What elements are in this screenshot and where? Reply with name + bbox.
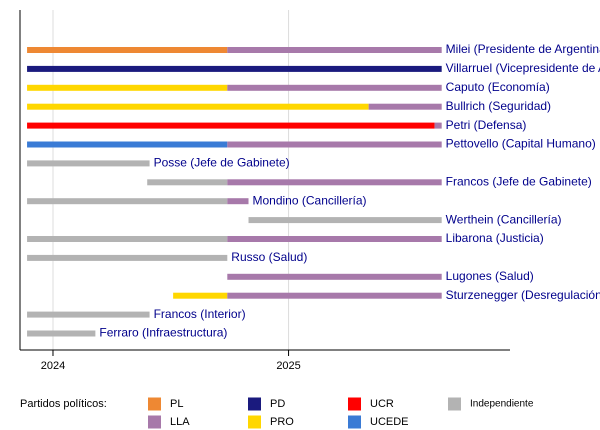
legend-swatch [248, 397, 261, 411]
row-label: Werthein (Cancillería) [446, 212, 562, 226]
row-label: Milei (Presidente de Argentina) [446, 42, 600, 56]
legend-label: UCR [370, 398, 394, 410]
timeline-bar [434, 122, 442, 129]
timeline-bar [27, 65, 442, 72]
x-tick-label: 2025 [276, 360, 300, 372]
row-label: Posse (Jefe de Gabinete) [154, 156, 290, 170]
row-label: Bullrich (Seguridad) [446, 99, 551, 113]
timeline-bar [227, 47, 442, 53]
row-label: Sturzenegger (Desregulación) [446, 288, 600, 302]
timeline-bar [27, 103, 369, 110]
legend-label: PRO [270, 416, 294, 428]
timeline-bar [227, 84, 442, 91]
timeline-bar [27, 236, 228, 242]
timeline-bar [227, 273, 442, 280]
legend-title: Partidos políticos: [20, 398, 107, 410]
row-label: Francos (Jefe de Gabinete) [446, 174, 592, 188]
timeline-bar [227, 179, 442, 186]
row-label: Villarruel (Vicepresidente de Argentina) [446, 61, 600, 75]
timeline-bar [227, 141, 442, 148]
row-label: Lugones (Salud) [446, 269, 534, 283]
legend-swatch [448, 397, 461, 411]
timeline-bar [27, 254, 228, 261]
timeline-bar [27, 141, 228, 148]
row-label: Libarona (Justicia) [446, 231, 544, 245]
row-label: Mondino (Cancillería) [253, 193, 367, 207]
row-label: Russo (Salud) [231, 250, 307, 264]
timeline-bar [227, 198, 249, 205]
timeline-bar [27, 311, 150, 318]
timeline-bar [27, 160, 150, 167]
legend-swatch [348, 415, 361, 429]
timeline-bar [27, 84, 228, 91]
timeline-bar [27, 198, 228, 205]
legend-swatch [248, 415, 261, 429]
legend-swatch [148, 415, 161, 429]
legend-label: Independiente [470, 399, 534, 410]
row-label: Ferraro (Infraestructura) [99, 326, 227, 340]
x-tick-label: 2024 [41, 360, 65, 372]
legend-swatch [148, 397, 161, 411]
timeline-bar [27, 47, 228, 53]
row-label: Francos (Interior) [154, 307, 246, 321]
legend-label: LLA [170, 416, 190, 428]
timeline-bar [147, 179, 228, 186]
timeline-bar [173, 292, 228, 299]
legend-label: PL [170, 398, 183, 410]
timeline-bar [27, 122, 435, 129]
timeline-bar [227, 292, 442, 299]
timeline-bar [368, 103, 442, 110]
row-label: Pettovello (Capital Humano) [446, 137, 596, 151]
legend-label: PD [270, 398, 285, 410]
row-label: Petri (Defensa) [446, 118, 527, 132]
timeline-bar [227, 236, 442, 242]
legend-label: UCEDE [370, 416, 409, 428]
legend-swatch [348, 397, 361, 411]
timeline-bar [27, 330, 96, 337]
timeline-bar [248, 217, 442, 224]
row-label: Caputo (Economía) [446, 80, 550, 94]
